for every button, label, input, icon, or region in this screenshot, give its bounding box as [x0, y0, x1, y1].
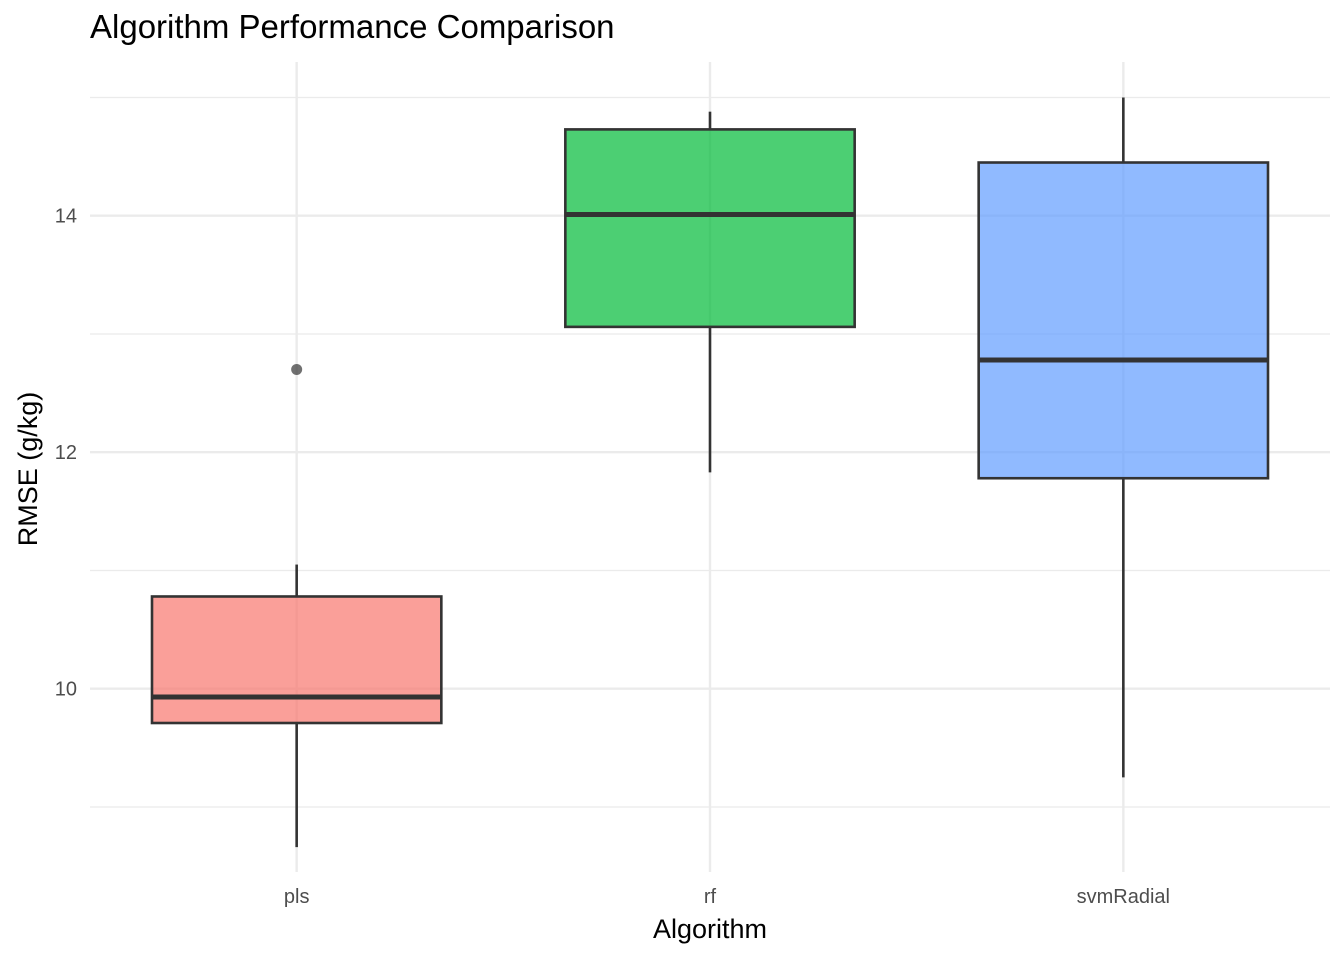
outlier-point: [291, 363, 303, 375]
y-tick-label: 14: [55, 206, 77, 228]
x-tick-label: svmRadial: [1077, 886, 1170, 908]
tick-layer: 10 12 14 pls rf svmRadial: [55, 206, 1170, 908]
x-tick-label: rf: [704, 886, 717, 908]
box-iqr: [977, 161, 1270, 480]
x-axis-title: Algorithm: [653, 914, 767, 944]
x-tick-label: pls: [284, 886, 310, 908]
box-pls: [150, 363, 443, 848]
box-layer: [150, 97, 1270, 848]
y-tick-label: 12: [55, 442, 77, 464]
box-svmRadial: [977, 97, 1270, 778]
y-axis-title: RMSE (g/kg): [13, 392, 43, 547]
box-iqr: [564, 128, 856, 329]
box-rf: [564, 111, 856, 473]
box-iqr: [150, 595, 443, 725]
y-tick-label: 10: [55, 679, 77, 701]
chart-title: Algorithm Performance Comparison: [90, 8, 615, 45]
